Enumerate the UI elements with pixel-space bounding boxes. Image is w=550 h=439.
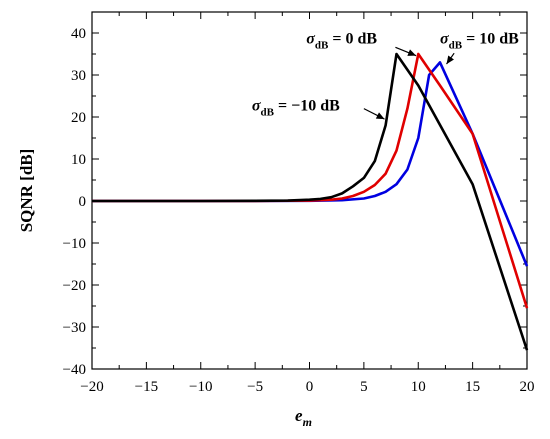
x-axis-title: em [295, 406, 312, 429]
y-tick-label: −10 [63, 236, 86, 252]
sigma-annotation: σdB = 10 dB [440, 31, 519, 52]
annotations: σdB = 0 dB σdB = 10 dB σdB = −10 dB [252, 31, 519, 120]
x-tick-label: 5 [360, 379, 368, 395]
y-tick-label: 40 [71, 26, 86, 42]
y-tick-label: −30 [63, 320, 86, 336]
series-group [92, 52, 529, 351]
plot-frame [91, 11, 528, 370]
series-line [92, 52, 529, 351]
x-tick-label: −20 [80, 379, 103, 395]
x-tick-label: −15 [135, 379, 158, 395]
sigma-annotation: σdB = 0 dB [306, 31, 377, 52]
y-tick-label: −40 [63, 362, 86, 378]
x-tick-label: −5 [247, 379, 263, 395]
x-tick-label: −10 [189, 379, 212, 395]
x-tick-label: 15 [465, 379, 480, 395]
y-tick-label: 20 [71, 110, 86, 126]
y-tick-label: −20 [63, 278, 86, 294]
x-tick-label: 10 [411, 379, 426, 395]
x-tick-label: 20 [520, 379, 535, 395]
y-axis-title: SQNR [dB] [17, 149, 36, 233]
series-line [92, 52, 529, 309]
sigma-annotation: σdB = −10 dB [252, 97, 340, 118]
y-tick-label: 30 [71, 68, 86, 84]
y-tick-label: 10 [71, 152, 86, 168]
y-tick-label: 0 [79, 194, 87, 210]
axis-titles: em SQNR [dB] [17, 149, 312, 429]
annotation-arrowhead [407, 49, 417, 56]
annotation-arrowhead [375, 112, 385, 120]
axes: −20 −15 −10 −5 0 5 10 15 20 −40 −30 −20 −10 0 10 20 30 40 [63, 11, 535, 395]
x-tick-label: 0 [306, 379, 314, 395]
annotation-arrowhead [446, 55, 454, 65]
